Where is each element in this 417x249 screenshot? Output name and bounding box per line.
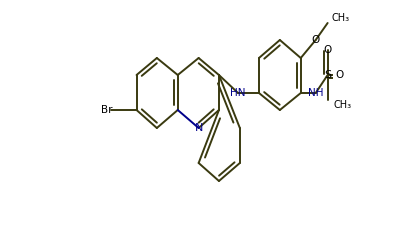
Text: Br: Br xyxy=(101,105,113,115)
Text: CH₃: CH₃ xyxy=(332,13,350,23)
Text: O: O xyxy=(335,70,344,80)
Text: O: O xyxy=(324,45,332,55)
Text: O: O xyxy=(311,35,320,45)
Text: CH₃: CH₃ xyxy=(333,100,351,110)
Text: S: S xyxy=(324,70,331,80)
Text: N: N xyxy=(194,123,203,133)
Text: HN: HN xyxy=(230,88,246,98)
Text: NH: NH xyxy=(308,88,324,98)
